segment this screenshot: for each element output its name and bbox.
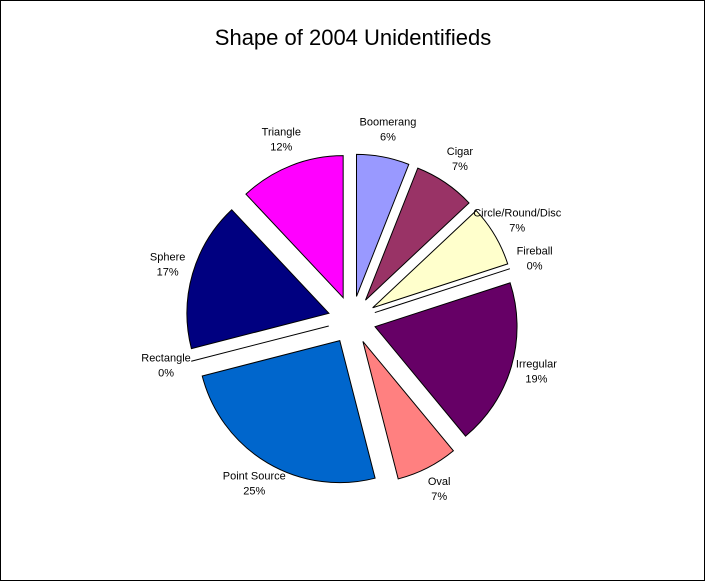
- slice-value-label: 0%: [527, 261, 543, 273]
- slice-label: Circle/Round/Disc: [473, 207, 562, 219]
- pie-slice: [374, 282, 518, 437]
- slice-label: Cigar: [447, 146, 474, 158]
- pie-slice: [355, 153, 410, 297]
- slice-value-label: 17%: [157, 266, 179, 278]
- pie-slice: [201, 340, 376, 484]
- slice-label: Sphere: [150, 251, 185, 263]
- slice-value-label: 7%: [452, 161, 468, 173]
- slice-label: Triangle: [262, 126, 301, 138]
- slice-value-label: 7%: [509, 222, 525, 234]
- slice-value-label: 7%: [431, 491, 447, 503]
- slice-value-label: 12%: [270, 141, 292, 153]
- slice-label: Fireball: [517, 246, 553, 258]
- slice-label: Point Source: [223, 470, 286, 482]
- slice-value-label: 19%: [525, 374, 547, 386]
- pie-slice: [186, 209, 330, 350]
- slice-label: Boomerang: [360, 116, 417, 128]
- pie-slice: [374, 268, 511, 314]
- slice-label: Rectangle: [141, 353, 191, 365]
- slice-value-label: 0%: [158, 368, 174, 380]
- pie-slice: [245, 155, 344, 299]
- slice-label: Irregular: [516, 359, 557, 371]
- pie-slice: [362, 341, 455, 480]
- slice-value-label: 25%: [243, 485, 265, 497]
- pie-slice: [372, 209, 509, 309]
- slice-value-label: 6%: [380, 131, 396, 143]
- chart-title: Shape of 2004 Unidentifieds: [215, 25, 491, 50]
- slice-label: Oval: [428, 476, 451, 488]
- pie-slice: [365, 167, 470, 301]
